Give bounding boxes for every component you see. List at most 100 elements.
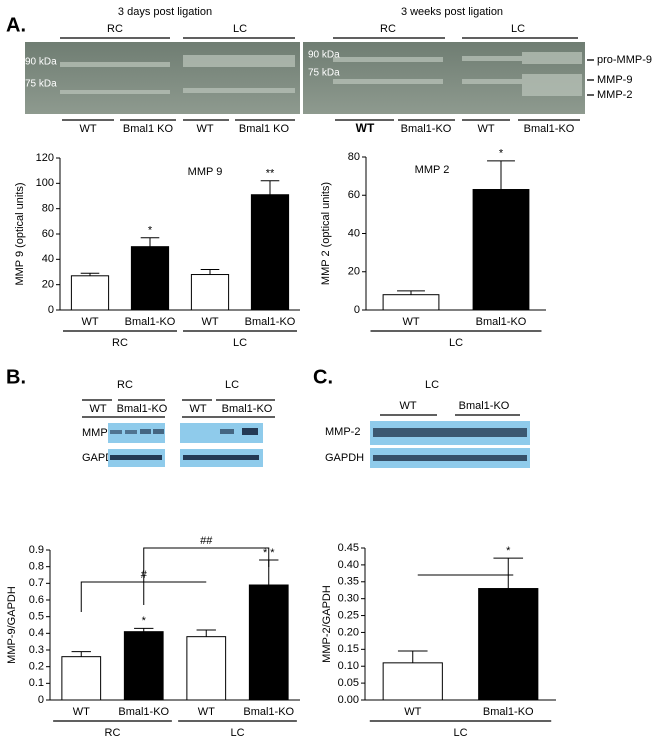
significance-label: * [148, 225, 153, 237]
significance-label: * [506, 545, 511, 557]
lane-label: Bmal1-KO [524, 123, 575, 135]
y-axis-label: MMP-2/GAPDH [321, 585, 333, 663]
x-tick-label: WT [404, 706, 421, 718]
lane-label: WT [477, 123, 494, 135]
x-tick-label: WT [402, 316, 419, 328]
x-tick-label: Bmal1-KO [125, 316, 176, 328]
y-axis-label: MMP 9 (optical units) [14, 182, 26, 285]
group-label: LC [453, 727, 467, 739]
y-tick-label: 0.8 [29, 561, 44, 573]
bar [382, 294, 440, 311]
row-label: GAPDH [325, 452, 364, 464]
group-label: RC [105, 727, 121, 739]
y-tick-label: 0.2 [29, 661, 44, 673]
band-label: MMP-2 [597, 89, 632, 101]
group-label: LC [233, 337, 247, 349]
y-tick-label: 0.10 [338, 660, 359, 672]
group-label: LC [511, 23, 525, 35]
lane-label: Bmal1 KO [123, 123, 174, 135]
y-tick-label: 0 [48, 304, 54, 316]
chart-title: MMP 2 [415, 164, 450, 176]
bar [382, 662, 443, 701]
blot-bands [60, 52, 582, 96]
blot-bands [373, 428, 527, 461]
lane-label: Bmal1-KO [459, 400, 510, 412]
bar [478, 588, 539, 701]
bar [70, 275, 110, 311]
y-tick-label: 0.45 [338, 542, 359, 554]
blot-a: A. 3 days post ligation 3 weeks post lig… [6, 6, 652, 135]
y-tick-label: 20 [348, 266, 360, 278]
y-tick-label: 0.25 [338, 609, 359, 621]
bar [190, 274, 230, 311]
y-tick-label: 120 [36, 152, 54, 164]
y-tick-label: 0.15 [338, 643, 359, 655]
significance-label: * [499, 148, 504, 160]
group-label: LC [225, 379, 239, 391]
y-tick-label: 0.3 [29, 644, 44, 656]
blot-image [25, 42, 300, 114]
y-tick-label: 20 [42, 279, 54, 291]
lane-label: Bmal1-KO [222, 403, 273, 415]
x-tick-label: Bmal1-KO [476, 316, 527, 328]
y-tick-label: 0.30 [338, 593, 359, 605]
chart-title: MMP 9 [188, 166, 223, 178]
significance-label: * [142, 615, 147, 627]
size-marker: 75 kDa [308, 68, 340, 79]
group-label: LC [449, 337, 463, 349]
group-label: LC [230, 727, 244, 739]
x-tick-label: WT [73, 706, 90, 718]
y-tick-label: 80 [348, 151, 360, 163]
x-tick-label: WT [198, 706, 215, 718]
row-label: MMP-2 [325, 426, 360, 438]
lane-label: WT [196, 123, 213, 135]
lane-label: WT [399, 400, 416, 412]
panel-label: A. [6, 14, 26, 36]
bar [186, 636, 227, 701]
group-label: RC [112, 337, 128, 349]
blot-b: B. RC LC WT Bmal1-KO WT Bmal1-KO MMP-9 G… [6, 366, 275, 467]
x-tick-label: WT [201, 316, 218, 328]
lane-label: WT [189, 403, 206, 415]
y-tick-label: 0.00 [338, 694, 359, 706]
group-label: LC [233, 23, 247, 35]
bracket [80, 581, 207, 612]
x-tick-label: Bmal1-KO [118, 706, 169, 718]
y-tick-label: 80 [42, 203, 54, 215]
lane-label: WT [89, 403, 106, 415]
blot-title: 3 weeks post ligation [401, 6, 503, 18]
group-label: RC [117, 379, 133, 391]
annotation: ## [200, 535, 213, 547]
group-label: LC [425, 379, 439, 391]
y-tick-label: 0.35 [338, 576, 359, 588]
x-tick-label: Bmal1-KO [245, 316, 296, 328]
panel-label: C. [313, 366, 333, 388]
bar [61, 656, 102, 701]
bar [248, 584, 289, 701]
bar [123, 631, 164, 701]
y-tick-label: 60 [42, 228, 54, 240]
y-axis-label: MMP 2 (optical units) [320, 182, 332, 285]
blot-bands [110, 428, 259, 460]
y-tick-label: 60 [348, 189, 360, 201]
significance-label: ** [266, 168, 275, 180]
lane-label: Bmal1 KO [239, 123, 290, 135]
band-label: MMP-9 [597, 74, 632, 86]
lane-label: WT [79, 123, 96, 135]
size-marker: 90 kDa [25, 57, 57, 68]
y-tick-label: 0.1 [29, 677, 44, 689]
y-tick-label: 0.7 [29, 577, 44, 589]
panel-label: B. [6, 366, 26, 388]
lane-label: WT [356, 121, 375, 135]
band-label: pro-MMP-9 [597, 54, 652, 66]
group-label: RC [107, 23, 123, 35]
y-tick-label: 0.05 [338, 677, 359, 689]
size-marker: 75 kDa [25, 79, 57, 90]
x-tick-label: Bmal1-KO [243, 706, 294, 718]
y-tick-label: 0.40 [338, 559, 359, 571]
y-tick-label: 0 [354, 304, 360, 316]
x-tick-label: WT [81, 316, 98, 328]
lane-label: Bmal1-KO [117, 403, 168, 415]
bracket [143, 547, 270, 605]
